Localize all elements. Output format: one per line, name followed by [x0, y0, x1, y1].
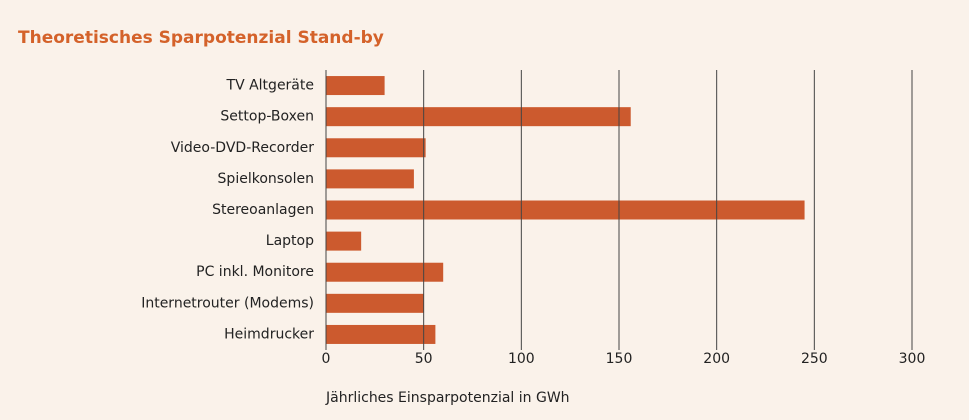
x-tick-label: 100 [508, 351, 535, 367]
bar [326, 231, 362, 251]
y-tick-label: Video-DVD-Recorder [171, 140, 314, 156]
bar [326, 324, 436, 344]
chart-title: Theoretisches Sparpotenzial Stand-by [18, 28, 384, 48]
bar [326, 293, 424, 313]
x-tick-label: 200 [703, 351, 730, 367]
y-tick-label: Stereoanlagen [212, 202, 314, 218]
x-tick-label: 250 [801, 351, 828, 367]
bar [326, 107, 631, 127]
y-tick-label: Spielkonsolen [218, 171, 314, 187]
x-tick-label: 0 [322, 351, 331, 367]
y-tick-label: TV Altgeräte [226, 78, 314, 94]
x-tick-label: 50 [415, 351, 433, 367]
y-tick-label: Heimdrucker [224, 326, 314, 342]
y-tick-label: Settop-Boxen [220, 109, 314, 125]
bar [326, 262, 444, 282]
y-tick-label: Laptop [266, 233, 314, 249]
bar [326, 138, 426, 158]
bar [326, 76, 385, 96]
x-tick-label: 300 [899, 351, 926, 367]
bar [326, 200, 805, 220]
y-tick-label: PC inkl. Monitore [196, 264, 314, 280]
x-axis-label: Jährliches Einsparpotenzial in GWh [325, 390, 570, 406]
y-tick-label: Internetrouter (Modems) [141, 295, 314, 311]
x-tick-label: 150 [606, 351, 633, 367]
bar [326, 169, 414, 189]
